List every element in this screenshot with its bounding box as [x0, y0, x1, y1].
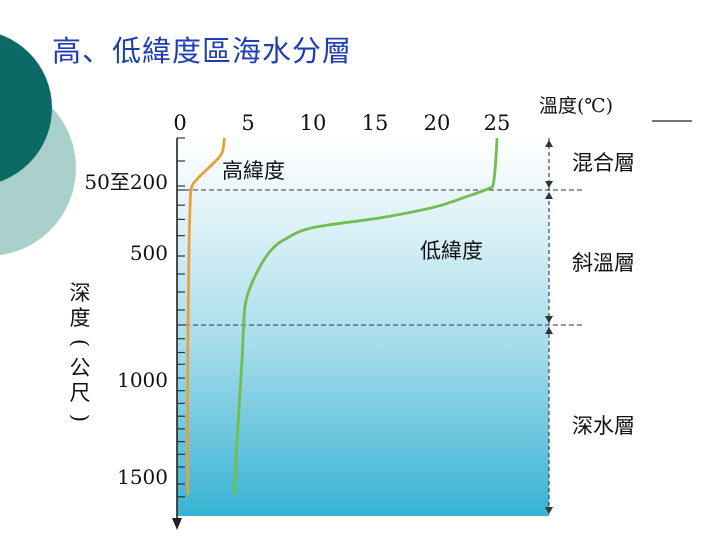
- x-axis-label: 溫度(℃): [539, 95, 613, 117]
- series-label-low-latitude: 低緯度: [420, 239, 483, 263]
- layer-arrow: [545, 327, 553, 334]
- layer-arrow: [545, 140, 553, 147]
- slide-title: 高、低緯度區海水分層: [52, 34, 353, 68]
- y-axis-label-char: ): [68, 414, 92, 422]
- y-tick-label: 1500: [117, 465, 168, 489]
- layer-arrow: [545, 192, 553, 199]
- series-line-low-latitude: [233, 137, 499, 495]
- y-axis-arrow: [172, 518, 182, 530]
- y-axis-label-char: 度: [70, 306, 91, 330]
- y-axis-label-char: 深: [70, 281, 91, 305]
- y-tick-label: 50至200: [84, 170, 168, 194]
- y-tick-label: 500: [130, 241, 168, 265]
- layer-arrow: [545, 181, 553, 188]
- x-tick-label: 25: [484, 111, 511, 135]
- plot-area-water: [177, 138, 549, 516]
- x-tick-label: 0: [173, 111, 186, 135]
- x-tick-label: 10: [300, 111, 327, 135]
- layer-arrow: [545, 507, 553, 514]
- layer-label-thermocline: 斜溫層: [572, 251, 635, 275]
- y-axis-label-char: 尺: [70, 381, 91, 405]
- x-tick-label: 5: [241, 111, 254, 135]
- x-tick-label: 15: [362, 111, 389, 135]
- y-axis-label: 深度 ( 公尺): [68, 281, 92, 422]
- y-axis-ticks: [177, 137, 185, 498]
- layer-arrow: [545, 316, 553, 323]
- layer-label-deep: 深水層: [572, 414, 635, 438]
- series-label-high-latitude: 高緯度: [222, 159, 285, 183]
- decor-circle-dark: [0, 34, 52, 182]
- layer-scale-arrows: [545, 140, 553, 514]
- x-tick-label: 20: [424, 111, 451, 135]
- series-line-high-latitude: [186, 137, 226, 495]
- y-axis-label-char: (: [68, 339, 92, 347]
- y-axis-label-char: 公: [70, 356, 91, 380]
- y-tick-label: 1000: [117, 368, 168, 392]
- layer-label-mixed: 混合層: [572, 151, 635, 175]
